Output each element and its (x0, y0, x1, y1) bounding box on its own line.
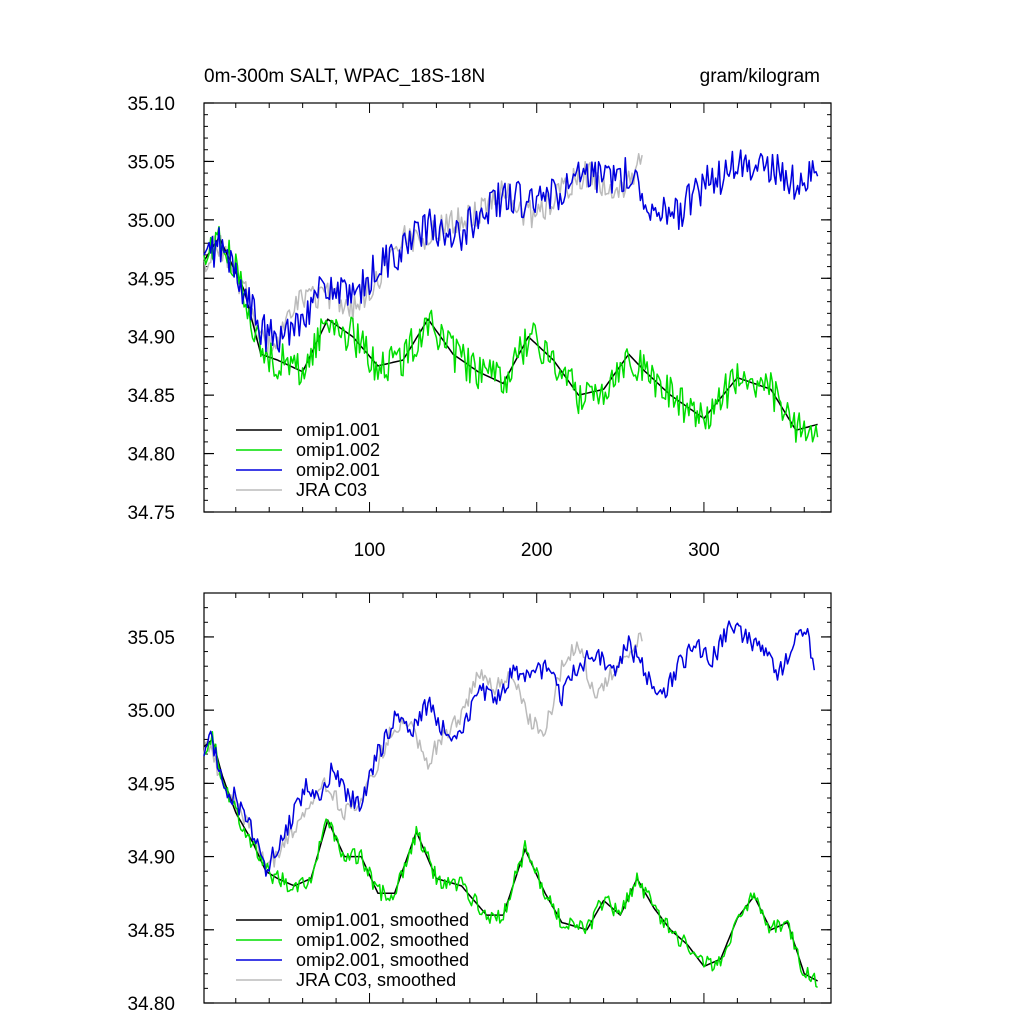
y-tick-label: 34.80 (127, 994, 175, 1015)
y-tick-label: 35.00 (127, 211, 175, 232)
y-tick-label: 34.85 (127, 921, 175, 942)
y-tick-label: 34.90 (127, 328, 175, 349)
x-tick-label: 200 (521, 540, 553, 561)
y-tick-label: 34.95 (127, 774, 175, 795)
legend-label: JRA C03, smoothed (296, 970, 456, 990)
y-tick-label: 35.00 (127, 701, 175, 722)
series-line-omip1-002-smoothed (203, 731, 818, 988)
series-lines-top (203, 149, 819, 443)
y-tick-label: 34.75 (127, 503, 175, 524)
y-tick-label: 34.80 (127, 445, 175, 466)
y-tick-label: 35.05 (127, 152, 175, 173)
x-axis-bottom (235, 593, 805, 1003)
legend-label: omip1.001 (296, 420, 380, 440)
y-tick-label: 35.10 (127, 94, 175, 115)
series-line-omip1-002 (203, 225, 819, 443)
x-tick-label: 100 (354, 540, 386, 561)
series-line-omip1-001 (203, 236, 818, 431)
series-line-omip2-001-smoothed (203, 620, 816, 877)
title-right-units: gram/kilogram (700, 66, 820, 87)
legend-label: omip1.002 (296, 440, 380, 460)
y-axis-bottom: 34.80 34.85 34.90 34.95 35.00 35.05 (127, 592, 831, 1015)
top-panel: 0m-300m SALT, WPAC_18S-18N gram/kilogram… (127, 66, 832, 561)
legend-label: JRA C03 (296, 480, 367, 500)
y-tick-label: 34.90 (127, 848, 175, 869)
bottom-panel: 34.80 34.85 34.90 34.95 35.00 35.05 omip1.001… (127, 592, 832, 1015)
legend-label: omip2.001 (296, 460, 380, 480)
legend-label: omip2.001, smoothed (296, 950, 469, 970)
series-lines-bottom (203, 620, 818, 988)
series-line-omip2-001 (203, 149, 819, 353)
y-axis-top: 34.75 34.80 34.85 34.90 34.95 35.00 35.05 35.10 (127, 94, 831, 524)
legend-label: omip1.002, smoothed (296, 930, 469, 950)
y-tick-label: 34.95 (127, 269, 175, 290)
x-axis-top: 100 200 300 (235, 103, 805, 561)
y-tick-label: 35.05 (127, 628, 175, 649)
series-line-jra-c03-smoothed (203, 632, 643, 868)
x-tick-label: 300 (688, 540, 720, 561)
y-tick-label: 34.85 (127, 386, 175, 407)
plot-frame-top (203, 102, 832, 513)
legend-label: omip1.001, smoothed (296, 910, 469, 930)
title-left: 0m-300m SALT, WPAC_18S-18N (204, 66, 485, 87)
